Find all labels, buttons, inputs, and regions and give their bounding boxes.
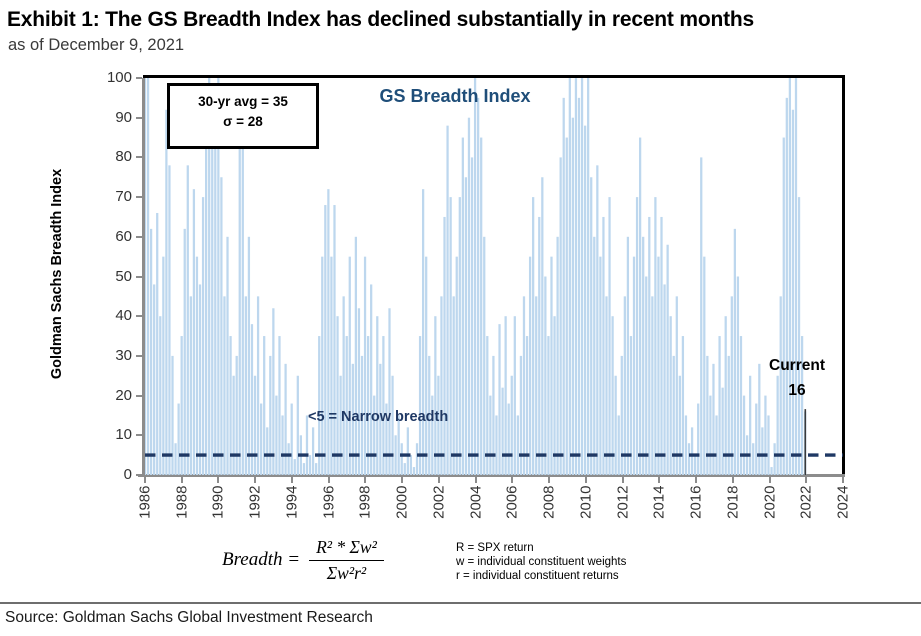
y-tick-label: 90 [115,108,132,126]
y-tick-label: 70 [115,188,132,206]
y-tick-mark [136,315,142,318]
y-axis-line [142,78,145,477]
x-tick-label: 1994 [283,485,301,519]
x-tick-label: 2014 [650,485,668,519]
breadth-bar-chart [145,78,843,475]
x-tick-mark [217,477,220,483]
y-tick-label: 10 [115,426,132,444]
breadth-formula: Breadth = R² * Σw² Σw²r² [222,531,384,589]
x-tick-mark [180,477,183,483]
footer-divider [0,602,921,604]
y-tick-mark [136,77,142,79]
y-tick-label: 30 [115,346,132,364]
plot-border-top [143,75,845,78]
chart-title: GS Breadth Index [379,86,531,106]
y-tick-label: 50 [115,267,132,285]
y-tick-mark [136,275,142,278]
x-tick-label: 1990 [209,485,227,519]
y-tick-label: 0 [123,466,132,483]
formula-fraction: R² * Σw² Σw²r² [309,537,384,584]
x-tick-label: 2012 [614,485,632,519]
y-tick-label: 40 [115,307,132,325]
y-tick-mark [136,434,142,437]
x-tick-mark [144,477,146,483]
y-tick-mark [136,354,142,357]
x-tick-label: 1988 [173,485,191,519]
x-tick-mark [695,477,698,483]
formula-legend-r-upper: R = SPX return [456,542,534,554]
x-tick-label: 2022 [797,485,815,519]
current-marker-value: 16 [788,381,806,399]
x-tick-label: 2004 [467,485,485,519]
y-axis-title: Goldman Sachs Breadth Index [49,168,65,380]
x-tick-mark [474,477,477,483]
y-tick-mark [136,156,142,159]
x-tick-label: 1996 [320,485,338,519]
formula-legend: R = SPX return w = individual constituen… [456,541,626,583]
y-tick-label: 80 [115,148,132,166]
x-tick-mark [254,477,257,483]
x-tick-label: 2002 [430,485,448,519]
formula-lhs: Breadth = [222,549,301,570]
x-tick-mark [658,477,661,483]
formula-legend-r-lower: r = individual constituent returns [456,570,619,582]
y-tick-label: 100 [106,69,132,86]
x-tick-label: 2008 [540,485,558,519]
x-tick-mark [768,477,771,483]
as-of-date: as of December 9, 2021 [8,36,185,54]
stats-box-sigma: σ = 28 [223,114,263,130]
x-tick-mark [584,477,587,483]
stats-box-avg: 30-yr avg = 35 [198,94,288,109]
x-tick-mark [731,477,734,483]
narrow-breadth-label: <5 = Narrow breadth [308,409,449,425]
x-tick-label: 1992 [246,485,264,519]
y-tick-mark [136,474,142,476]
x-tick-label: 1986 [136,485,154,519]
x-tick-label: 1998 [356,485,374,519]
formula-legend-w: w = individual constituent weights [456,556,627,568]
y-tick-label: 20 [115,386,132,404]
current-marker-text: Current [769,357,825,374]
x-tick-mark [290,477,293,483]
x-tick-label: 2000 [393,485,411,519]
y-tick-mark [136,196,142,199]
x-tick-label: 2018 [724,485,742,519]
x-tick-label: 2006 [503,485,521,519]
plot-border-right [842,75,845,477]
x-tick-mark [511,477,514,483]
x-tick-mark [364,477,367,483]
x-tick-mark [805,477,808,483]
current-marker-label: Current 16 [744,358,850,398]
x-tick-mark [327,477,330,483]
x-tick-label: 2024 [834,485,852,519]
x-tick-mark [842,477,844,483]
x-tick-mark [621,477,624,483]
exhibit-title: Exhibit 1: The GS Breadth Index has decl… [7,8,754,31]
x-tick-mark [401,477,404,483]
formula-denominator: Σw²r² [326,562,367,583]
x-tick-mark [437,477,440,483]
y-tick-mark [136,116,142,119]
x-tick-label: 2010 [577,485,595,519]
plot-area [145,78,843,475]
x-tick-label: 2020 [761,485,779,519]
y-tick-mark [136,235,142,238]
formula-numerator: R² * Σw² [309,537,384,561]
x-axis-line [138,474,845,477]
stats-box: 30-yr avg = 35 σ = 28 [167,83,319,149]
y-tick-label: 60 [115,227,132,245]
x-tick-mark [548,477,551,483]
x-tick-label: 2016 [687,485,705,519]
source-note: Source: Goldman Sachs Global Investment … [5,609,373,626]
y-tick-mark [136,394,142,397]
